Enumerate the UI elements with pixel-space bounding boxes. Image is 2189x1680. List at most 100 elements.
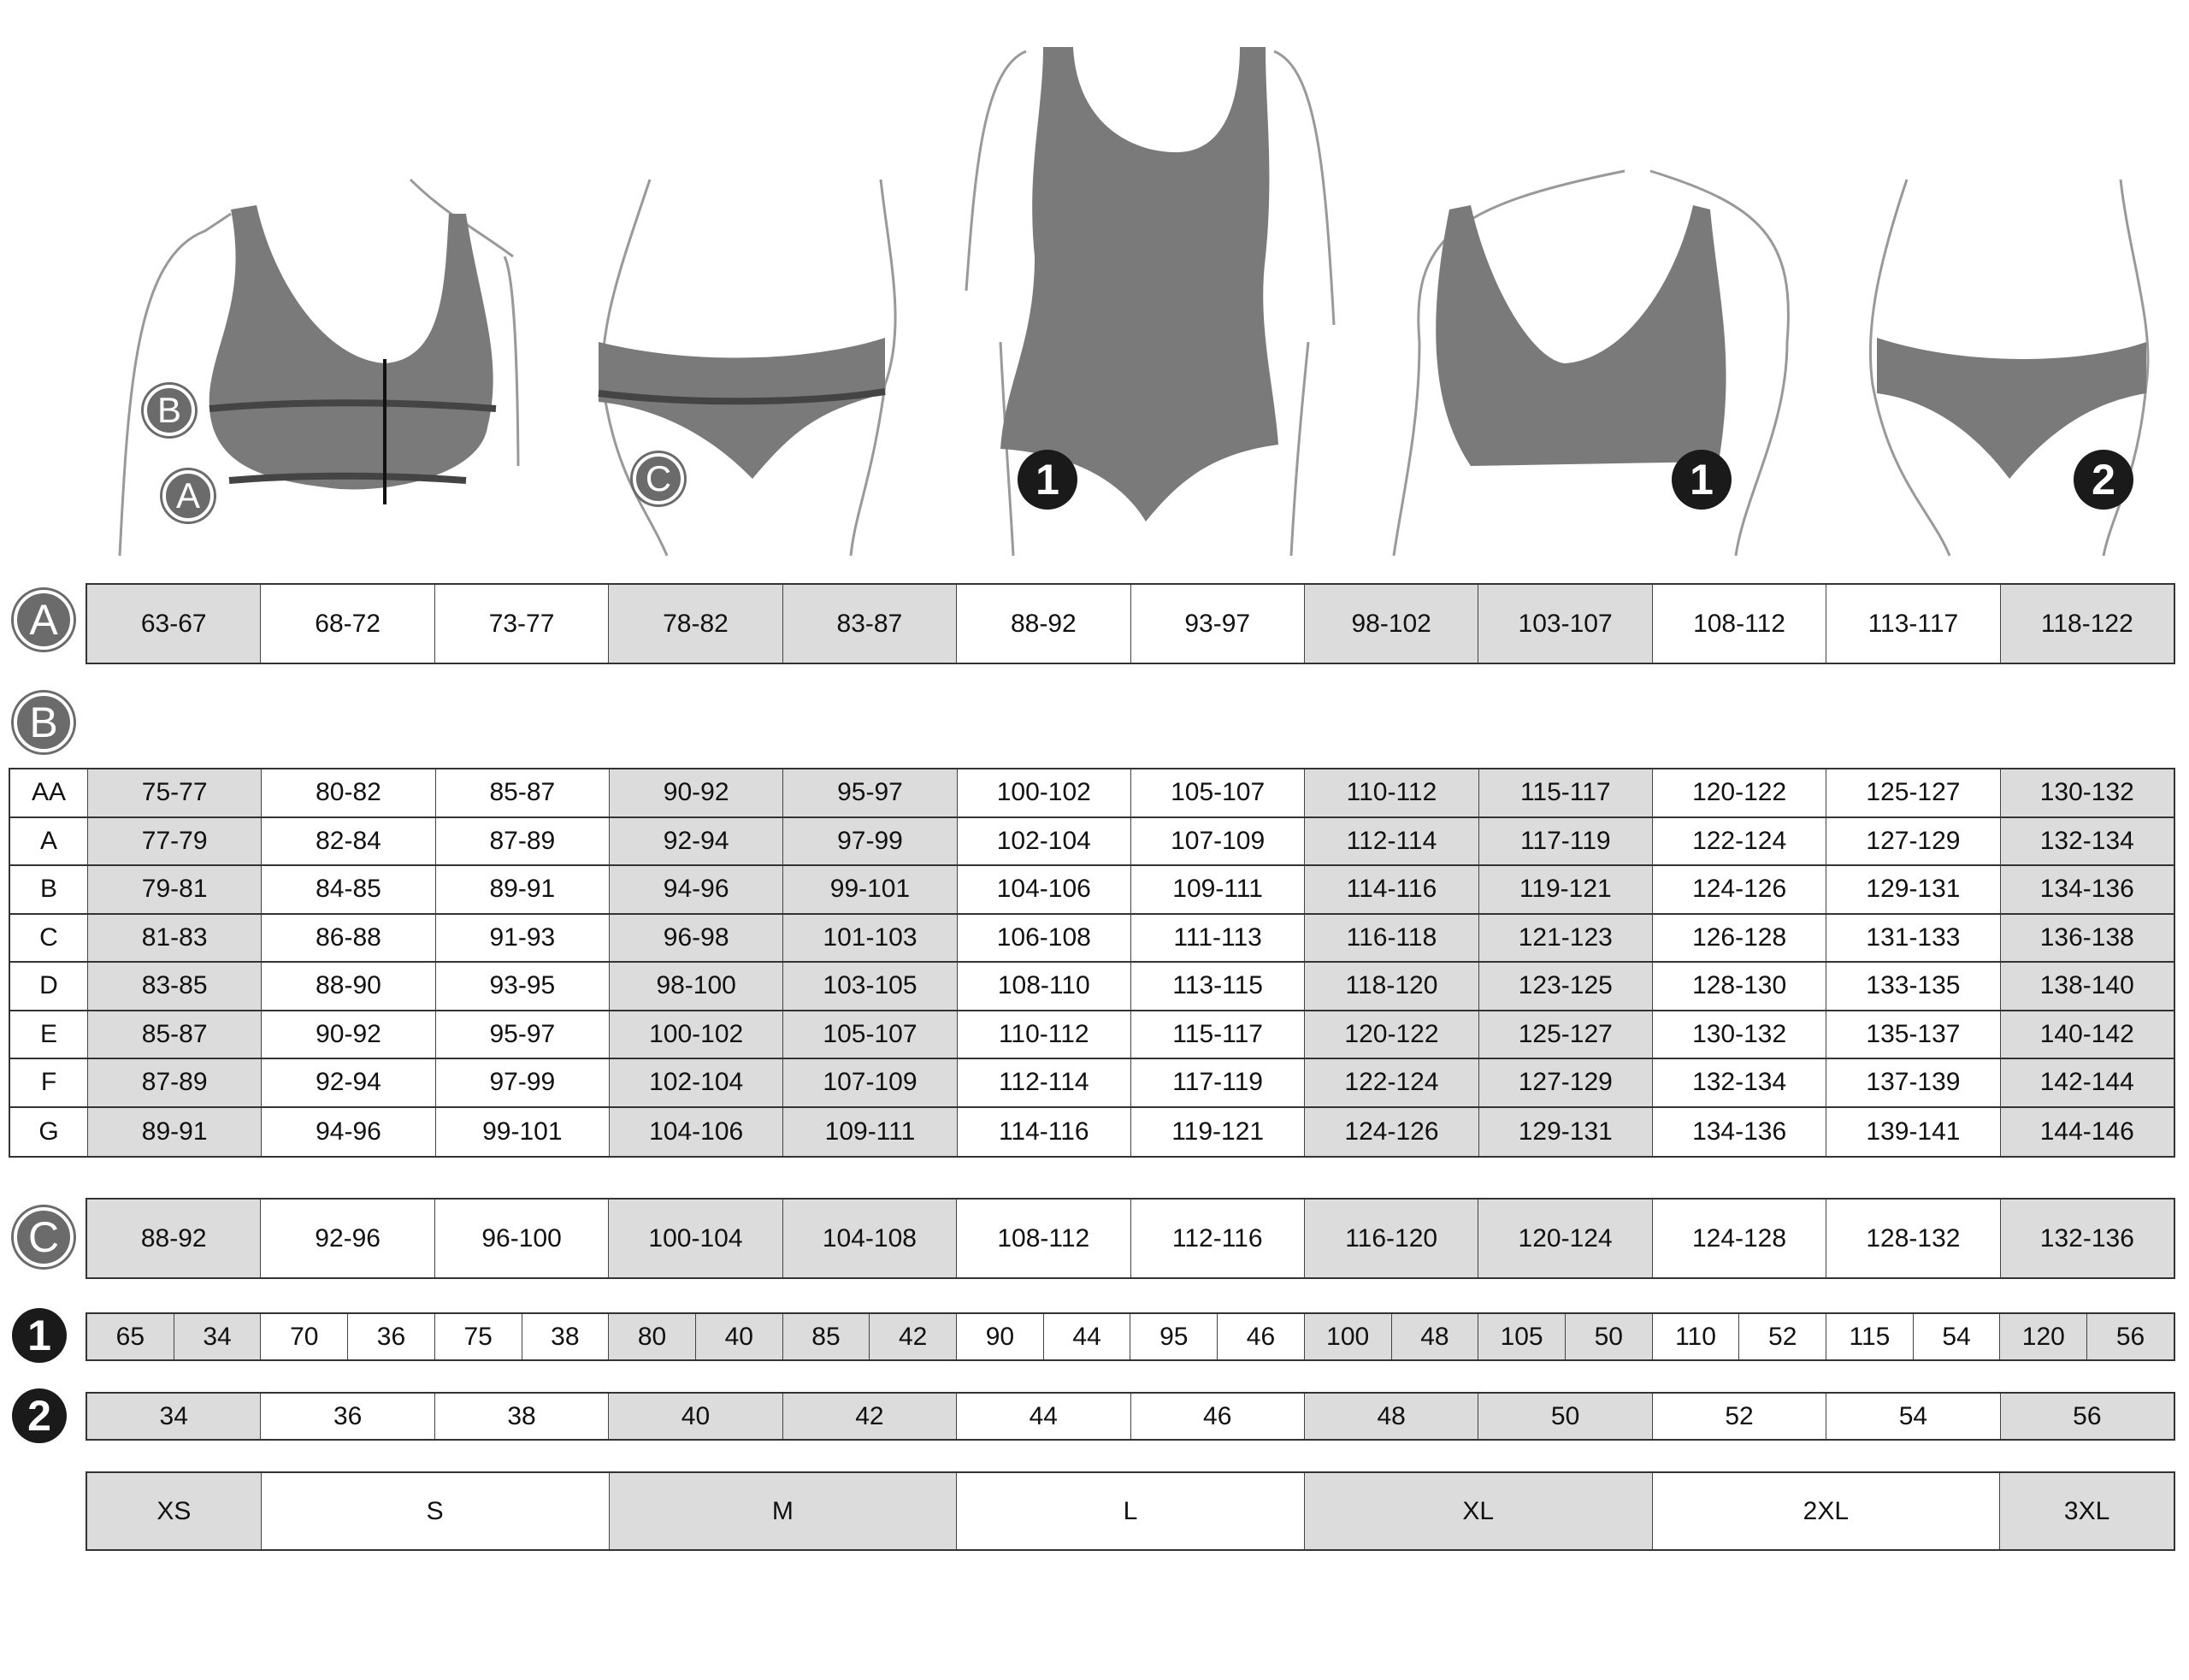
- table-cell: 52: [1739, 1314, 1827, 1359]
- table-cell: 108-110: [957, 963, 1131, 1010]
- table-cell: 137-139: [1826, 1059, 2001, 1106]
- table-cell: 134-136: [1652, 1107, 1827, 1156]
- table-cell: 93-95: [435, 963, 610, 1010]
- garment-illustrations: [118, 47, 2150, 557]
- table-cell: 123-125: [1478, 963, 1653, 1010]
- table-cell: 103-105: [783, 963, 958, 1010]
- table-cell: 142-144: [2000, 1059, 2174, 1106]
- table-cell: 99-101: [435, 1107, 610, 1156]
- cup-label: F: [10, 1059, 88, 1106]
- row-cells: 87-89 92-94 97-99 102-104 107-109 112-114 117-…: [88, 1059, 2174, 1106]
- table-cell: 44: [1043, 1314, 1131, 1359]
- table-row: G 89-91 94-96 99-101 104-106 109-111 114-116 11…: [10, 1107, 2174, 1156]
- badge-c: C: [14, 1207, 74, 1267]
- table-cell: 132-134: [2000, 817, 2174, 864]
- table-cell: 52: [1652, 1394, 1827, 1439]
- table-cell: 139-141: [1826, 1107, 2001, 1156]
- table-cell: 124-126: [1305, 1107, 1479, 1156]
- table-cell: 134-136: [2000, 866, 2174, 913]
- size-1-table: 65 34 70 36 75 38 80 40 85 42 90 44 95 46 100 48 105 50 11…: [86, 1312, 2175, 1361]
- cup-label: D: [10, 963, 88, 1010]
- table-cell: 98-102: [1304, 585, 1479, 663]
- badge-1-bra: 1: [1672, 450, 1732, 510]
- table-cell: 125-127: [1826, 769, 2001, 816]
- table-cell: 73-77: [434, 585, 610, 663]
- size-label: XL: [1304, 1473, 1653, 1549]
- table-cell: 40: [695, 1314, 783, 1359]
- table-cell: 54: [1826, 1394, 2001, 1439]
- row-cells: 85-87 90-92 95-97 100-102 105-107 110-112 115-…: [88, 1011, 2174, 1058]
- table-cell: 86-88: [262, 914, 436, 961]
- table-row: D 83-85 88-90 93-95 98-100 103-105 108-110 113-…: [10, 963, 2174, 1011]
- table-cell: 102-104: [957, 817, 1131, 864]
- table-cell: 75: [434, 1314, 522, 1359]
- table-cell: 117-119: [1478, 817, 1653, 864]
- table-cell: 106-108: [957, 914, 1131, 961]
- size-label: L: [957, 1473, 1305, 1549]
- table-cell: 113-117: [1826, 585, 2001, 663]
- table-cell: 112-116: [1130, 1200, 1305, 1277]
- table-cell: 112-114: [957, 1059, 1131, 1106]
- row-cells: 81-83 86-88 91-93 96-98 101-103 106-108 111-11…: [88, 914, 2174, 961]
- table-cell: 144-146: [2000, 1107, 2174, 1156]
- table-cell: 122-124: [1305, 1059, 1479, 1106]
- table-cell: 113-115: [1130, 963, 1306, 1010]
- letter-size-table: XS S M L XL 2XL 3XL: [86, 1471, 2175, 1551]
- table-cell: 84-85: [262, 866, 436, 913]
- table-cell: 80: [609, 1314, 696, 1359]
- table-cell: 92-94: [262, 1059, 436, 1106]
- table-cell: 63-67: [87, 585, 262, 663]
- table-cell: 110: [1652, 1314, 1740, 1359]
- size-label: XS: [87, 1473, 262, 1549]
- table-cell: 77-79: [88, 817, 263, 864]
- cup-label: E: [10, 1011, 88, 1058]
- table-cell: 129-131: [1826, 866, 2001, 913]
- table-cell: 89-91: [88, 1107, 263, 1156]
- table-cell: 131-133: [1826, 914, 2001, 961]
- table-row: E 85-87 90-92 95-97 100-102 105-107 110-112 115…: [10, 1011, 2174, 1059]
- badge-b-illustration: B: [144, 385, 195, 436]
- table-cell: 107-109: [1130, 817, 1306, 864]
- badge-b: B: [14, 693, 74, 752]
- table-cell: 81-83: [88, 914, 263, 961]
- table-cell: 104-106: [609, 1107, 784, 1156]
- table-cell: 95: [1130, 1314, 1218, 1359]
- table-cell: 98-100: [609, 963, 784, 1010]
- table-cell: 118-120: [1305, 963, 1479, 1010]
- table-cell: 38: [434, 1394, 610, 1439]
- table-cell: 95-97: [435, 1011, 610, 1058]
- table-cell: 116-120: [1304, 1200, 1479, 1277]
- table-cell: 97-99: [783, 817, 958, 864]
- badge-2: 2: [12, 1388, 67, 1443]
- table-cell: 93-97: [1130, 585, 1305, 663]
- size-label: M: [609, 1473, 958, 1549]
- table-cell: 92-94: [609, 817, 784, 864]
- row-cells: 75-77 80-82 85-87 90-92 95-97 100-102 105-107 1…: [88, 769, 2174, 816]
- table-cell: 87-89: [435, 817, 610, 864]
- cup-label: C: [10, 914, 88, 961]
- table-cell: 36: [261, 1394, 435, 1439]
- table-cell: 102-104: [609, 1059, 784, 1106]
- table-cell: 140-142: [2000, 1011, 2174, 1058]
- table-cell: 124-126: [1652, 866, 1827, 913]
- table-cell: 85: [782, 1314, 870, 1359]
- table-cell: 54: [1913, 1314, 2001, 1359]
- badge-1-swimsuit: 1: [1018, 450, 1077, 510]
- table-cell: 83-87: [782, 585, 958, 663]
- table-cell: 112-114: [1305, 817, 1479, 864]
- table-cell: 120-122: [1305, 1011, 1479, 1058]
- table-cell: 133-135: [1826, 963, 2001, 1010]
- underbust-table: 63-67 68-72 73-77 78-82 83-87 88-92 93-97 98-10…: [86, 583, 2175, 664]
- table-cell: 115: [1826, 1314, 1914, 1359]
- row-cells: 79-81 84-85 89-91 94-96 99-101 104-106 109-111…: [88, 866, 2174, 913]
- table-cell: 88-92: [957, 585, 1131, 663]
- badge-a: A: [14, 590, 74, 650]
- table-cell: 109-111: [1130, 866, 1306, 913]
- table-cell: 122-124: [1652, 817, 1827, 864]
- table-cell: 108-112: [957, 1200, 1131, 1277]
- table-cell: 56: [2087, 1314, 2174, 1359]
- table-cell: 124-128: [1652, 1200, 1827, 1277]
- table-cell: 110-112: [957, 1011, 1131, 1058]
- badge-a-illustration: A: [162, 470, 214, 522]
- table-cell: 80-82: [262, 769, 436, 816]
